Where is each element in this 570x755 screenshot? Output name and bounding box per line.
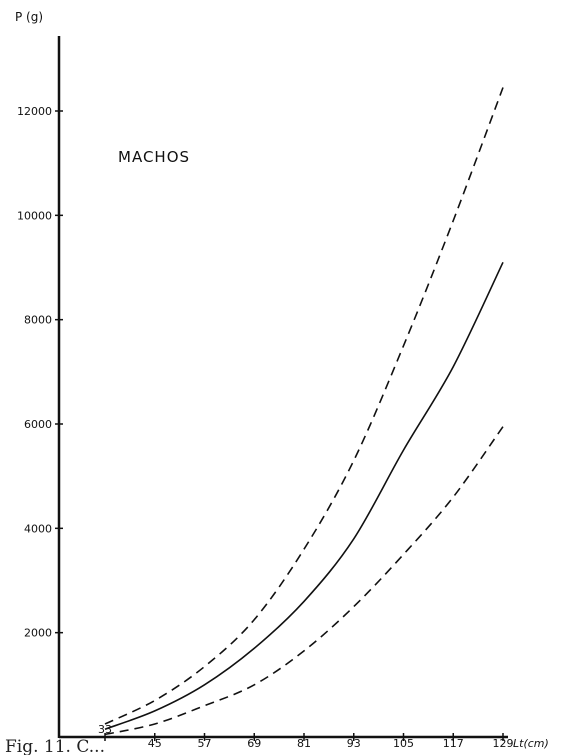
x-ticks: 33 45 57 69 81 93 105 117 129 Lt(cm) (98, 723, 549, 750)
x-tick-label-129: 129 (493, 737, 514, 750)
x-tick-label-105: 105 (393, 737, 414, 750)
y-tick-label-6000: 6000 (24, 418, 52, 431)
x-unit-suffix: Lt(cm) (513, 737, 549, 750)
series-group (104, 87, 504, 736)
machos-annotation: MACHOS (118, 148, 190, 166)
y-tick-label-2000: 2000 (24, 627, 52, 640)
upper-dashed-curve (104, 87, 504, 725)
x-tick-label-81: 81 (297, 737, 311, 750)
x-tick-label-57: 57 (198, 737, 212, 750)
y-tick-label-4000: 4000 (24, 522, 52, 535)
x-tick-label-117: 117 (443, 737, 464, 750)
figure-caption: Fig. 11. C... (5, 737, 105, 755)
lower-dashed-curve (104, 426, 504, 736)
x-tick-label-33: 33 (98, 723, 112, 736)
mean-solid-curve (104, 261, 504, 730)
x-tick-label-69: 69 (247, 737, 261, 750)
y-ticks: 2000 4000 6000 8000 10000 12000 (17, 105, 63, 640)
y-axis-label: P (g) (15, 10, 43, 24)
x-tick-label-93: 93 (347, 737, 361, 750)
y-tick-label-10000: 10000 (17, 209, 52, 222)
y-tick-label-12000: 12000 (17, 105, 52, 118)
x-tick-label-45: 45 (148, 737, 162, 750)
y-tick-label-8000: 8000 (24, 314, 52, 327)
